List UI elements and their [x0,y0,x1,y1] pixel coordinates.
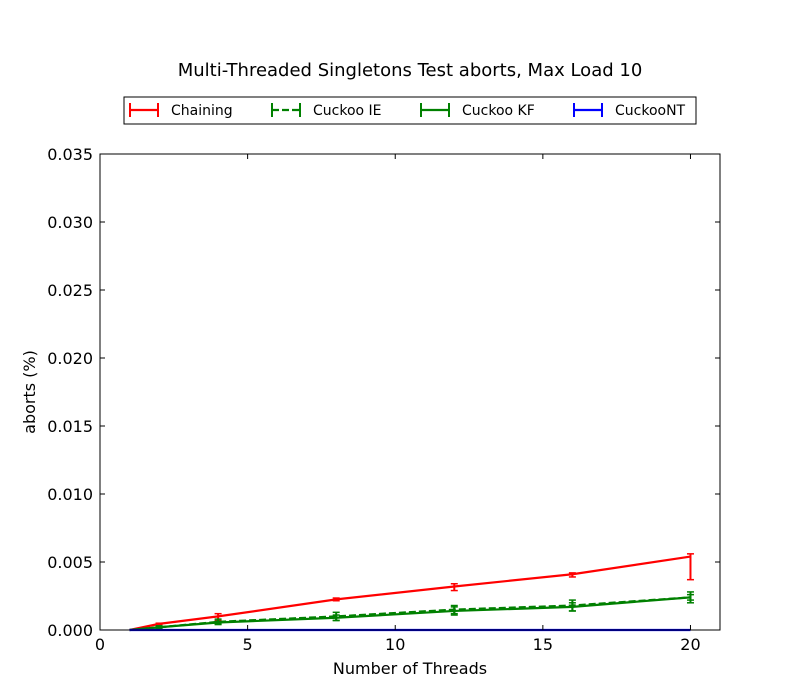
y-tick-label: 0.005 [47,553,93,572]
y-tick-label: 0.020 [47,349,93,368]
x-tick-label: 20 [680,635,700,654]
legend-label: CuckooNT [615,103,686,119]
chart-title: Multi-Threaded Singletons Test aborts, M… [178,60,643,81]
x-tick-label: 0 [95,635,105,654]
x-tick-label: 5 [243,635,253,654]
legend-items: Chaining Cuckoo IE Cuckoo KF CuckooNT [129,103,686,119]
y-axis-label: aborts (%) [20,350,39,434]
x-tick-label: 10 [385,635,405,654]
legend: Chaining Cuckoo IE Cuckoo KF CuckooNT [123,96,697,125]
y-tick-label: 0.025 [47,281,93,300]
y-tick-label: 0.010 [47,485,93,504]
ticks-layer: 0 5 10 15 20 0.000 0.005 0.010 0.015 0.020 0.025 0.… [47,145,720,654]
x-axis-label: Number of Threads [333,659,487,678]
plot-area [100,154,720,630]
y-tick-label: 0.000 [47,621,93,640]
x-tick-label: 15 [533,635,553,654]
y-tick-label: 0.030 [47,213,93,232]
legend-label: Cuckoo IE [313,103,382,119]
y-tick-label: 0.015 [47,417,93,436]
y-tick-label: 0.035 [47,145,93,164]
legend-label: Cuckoo KF [462,103,535,119]
plot-frame [99,153,721,631]
legend-label: Chaining [171,103,233,119]
